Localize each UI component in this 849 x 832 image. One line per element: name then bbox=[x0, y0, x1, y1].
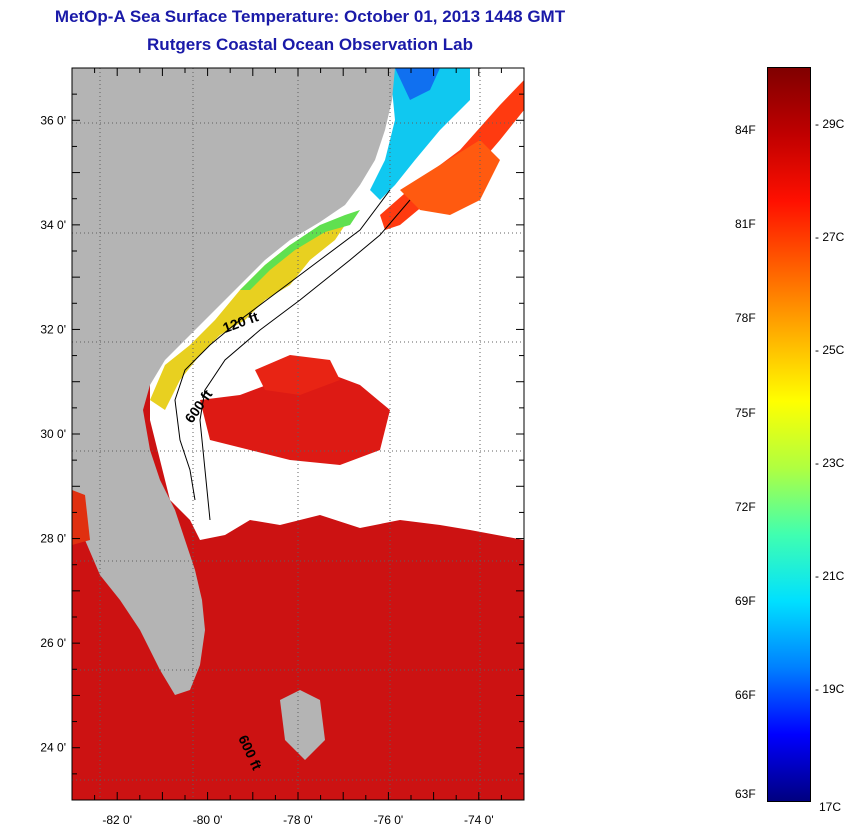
lat-tick-label: 32 0' bbox=[40, 322, 66, 336]
lat-tick-label: 36 0' bbox=[40, 113, 66, 127]
coastal-cool-band bbox=[150, 225, 345, 410]
gulf-warm-strip bbox=[72, 490, 90, 545]
lat-tick-label: 24 0' bbox=[40, 741, 66, 755]
fahrenheit-tick-label: 81F bbox=[735, 217, 756, 232]
lat-tick-label: 26 0' bbox=[40, 636, 66, 650]
fahrenheit-tick-label: 75F bbox=[735, 405, 756, 420]
map-subtitle: Rutgers Coastal Ocean Observation Lab bbox=[147, 35, 473, 54]
lat-tick-label: 28 0' bbox=[40, 532, 66, 546]
lat-tick-label: 30 0' bbox=[40, 427, 66, 441]
warm-eddy bbox=[200, 370, 390, 465]
celsius-tick-label: - 27C bbox=[815, 229, 845, 244]
land-mass bbox=[72, 68, 395, 695]
fahrenheit-tick-label: 72F bbox=[735, 499, 756, 514]
celsius-tick-label: - 25C bbox=[815, 342, 845, 357]
celsius-tick-label: - 23C bbox=[815, 455, 845, 470]
coastal-green-band bbox=[240, 210, 360, 290]
cold-water-north bbox=[370, 68, 470, 200]
map-title: MetOp-A Sea Surface Temperature: October… bbox=[54, 7, 566, 26]
fahrenheit-tick-label: 63F bbox=[735, 787, 756, 802]
lon-tick-label: -82 0' bbox=[102, 813, 132, 827]
celsius-tick-label: - 19C bbox=[815, 681, 845, 696]
warm-patch-mid bbox=[255, 355, 340, 395]
fahrenheit-tick-label: 69F bbox=[735, 593, 756, 608]
cold-water-deep bbox=[395, 68, 440, 100]
celsius-tick-label: 17C bbox=[819, 800, 842, 814]
celsius-tick-label: - 21C bbox=[815, 568, 845, 583]
lon-tick-label: -80 0' bbox=[193, 813, 223, 827]
celsius-tick-label: - 29C bbox=[815, 116, 845, 131]
depth-contour-600ft bbox=[199, 199, 411, 521]
lat-tick-label: 34 0' bbox=[40, 218, 66, 232]
temperature-colorbar bbox=[767, 67, 811, 802]
lon-tick-label: -74 0' bbox=[464, 813, 494, 827]
warm-patch-north bbox=[400, 140, 500, 215]
lon-tick-label: -76 0' bbox=[374, 813, 404, 827]
land-island bbox=[280, 690, 325, 760]
fahrenheit-tick-label: 84F bbox=[735, 122, 756, 137]
lon-tick-label: -78 0' bbox=[283, 813, 313, 827]
fahrenheit-tick-label: 78F bbox=[735, 311, 756, 326]
depth-contour-120ft bbox=[174, 189, 391, 501]
fahrenheit-tick-label: 66F bbox=[735, 688, 756, 703]
